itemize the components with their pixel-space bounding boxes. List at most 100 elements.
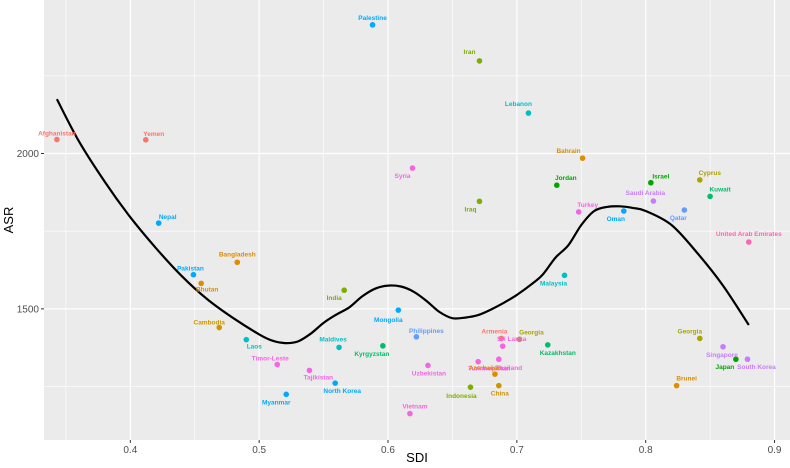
point-label-tajikistan: Tajikistan: [304, 374, 334, 381]
point-label-malaysia: Malaysia: [540, 280, 567, 287]
point-china: [496, 382, 502, 389]
point-singapore: [720, 343, 726, 350]
point-north-korea: [332, 380, 338, 386]
trend-layer: [55, 98, 750, 345]
point-label-uzbekistan: Uzbekistan: [412, 370, 446, 377]
point-kuwait: [707, 193, 713, 200]
y-axis-title: ASR: [1, 207, 16, 234]
point-label-bangladesh: Bangladesh: [219, 251, 256, 258]
point-label-brunei: Brunei: [676, 376, 697, 383]
point-pakistan: [190, 271, 197, 278]
point-label-india: India: [327, 295, 343, 302]
point-bangladesh: [234, 259, 241, 266]
point-label-bhutan: Bhutan: [196, 286, 218, 293]
point-label-vietnam: Vietnam: [402, 404, 427, 411]
point-label-kyrgyzstan: Kyrgyzstan: [354, 351, 389, 358]
point-label-north-korea: North Korea: [323, 388, 361, 395]
point-label-georgia: Georgia: [519, 329, 544, 336]
point-brunei: [673, 382, 680, 389]
point-label-lebanon: Lebanon: [505, 101, 532, 108]
point-label-georgia: Georgia: [678, 328, 703, 335]
point-label-cambodia: Cambodia: [194, 320, 226, 327]
point-label-kuwait: Kuwait: [709, 186, 731, 193]
point-label-united-arab-emirates: United Arab Emirates: [716, 231, 782, 238]
point-mongolia: [395, 307, 402, 313]
point-label-japan: Japan: [715, 364, 734, 371]
point-saudi-arabia: [650, 198, 657, 204]
point-nepal: [155, 220, 162, 226]
point-kazakhstan: [544, 342, 551, 348]
point-sri-lanka: [499, 343, 506, 349]
major-gridlines: [44, 0, 790, 440]
point-label-palestine: Palestine: [358, 15, 387, 22]
point-bahrain: [579, 155, 586, 161]
point-label-oman: Oman: [607, 216, 625, 223]
point-label-armenia: Armenia: [481, 328, 507, 335]
point-japan: [733, 356, 739, 363]
point-label-myanmar: Myanmar: [262, 399, 291, 406]
points-layer: [54, 22, 752, 417]
point-label-saudi-arabia: Saudi Arabia: [626, 190, 666, 197]
point-south-korea: [744, 356, 751, 363]
y-tick-label: 2000: [17, 149, 40, 160]
point-cyprus: [697, 177, 703, 183]
point-label-azerbaijan: Azerbaijan: [469, 365, 502, 372]
point-label-bahrain: Bahrain: [556, 148, 580, 155]
point-label-philippines: Philippines: [409, 328, 444, 335]
point-label-jordan: Jordan: [555, 175, 577, 182]
point-label-iran: Iran: [464, 49, 476, 56]
point-cambodia: [216, 324, 223, 331]
point-azerbaijan: [492, 371, 498, 377]
point-label-timor-leste: Timor-Leste: [252, 355, 289, 362]
point-georgia: [697, 335, 703, 342]
point-labels-layer: Afghanistan Yemen Nepal Pakistan Bhutan Bangl…: [38, 15, 782, 411]
point-label-cyprus: Cyprus: [699, 170, 722, 177]
y-axis-ticks: 1500 2000: [17, 149, 44, 315]
point-label-qatar: Qatar: [670, 215, 687, 222]
point-turkey: [575, 209, 582, 215]
point-tajikistan: [306, 367, 313, 374]
point-label-south-korea: South Korea: [737, 364, 776, 371]
point-yemen: [142, 137, 149, 143]
x-tick-label: 0.8: [639, 445, 653, 456]
point-oman: [620, 208, 627, 214]
x-axis-title: SDI: [406, 450, 428, 465]
point-afghanistan: [54, 136, 60, 143]
point-indonesia: [467, 384, 474, 390]
x-tick-label: 0.5: [252, 445, 266, 456]
point-label-singapore: Singapore: [706, 352, 738, 359]
point-iraq: [476, 198, 483, 205]
point-label-israel: Israel: [652, 174, 669, 181]
point-laos: [243, 336, 250, 343]
point-label-turkmenistan: Turkmenistan: [468, 366, 510, 373]
point-malaysia: [561, 272, 568, 279]
point-united-arab-emirates: [745, 239, 752, 245]
point-israel: [648, 179, 654, 186]
point-uzbekistan: [425, 362, 431, 369]
point-vietnam: [407, 410, 413, 417]
point-maldives: [336, 344, 342, 351]
point-label-mongolia: Mongolia: [374, 317, 403, 324]
point-india: [341, 287, 348, 294]
point-palestine: [369, 22, 376, 28]
x-tick-label: 0.6: [381, 445, 395, 456]
minor-gridlines: [44, 0, 790, 440]
point-label-sri-lanka: Sri Lanka: [497, 336, 527, 343]
point-kyrgyzstan: [380, 343, 386, 349]
y-tick-label: 1500: [17, 304, 40, 315]
point-iran: [476, 58, 483, 64]
point-label-yemen: Yemen: [143, 131, 164, 138]
point-label-afghanistan: Afghanistan: [38, 131, 76, 138]
point-label-thailand: Thailand: [495, 365, 522, 372]
point-myanmar: [283, 391, 290, 398]
point-label-pakistan: Pakistan: [177, 266, 204, 273]
point-lebanon: [525, 110, 532, 116]
x-tick-label: 0.9: [768, 445, 782, 456]
x-tick-label: 0.7: [510, 445, 524, 456]
point-syria: [409, 165, 416, 171]
point-timor-leste: [274, 361, 281, 368]
point-label-syria: Syria: [395, 173, 411, 180]
point-label-indonesia: Indonesia: [446, 393, 477, 400]
point-label-maldives: Maldives: [319, 336, 347, 343]
